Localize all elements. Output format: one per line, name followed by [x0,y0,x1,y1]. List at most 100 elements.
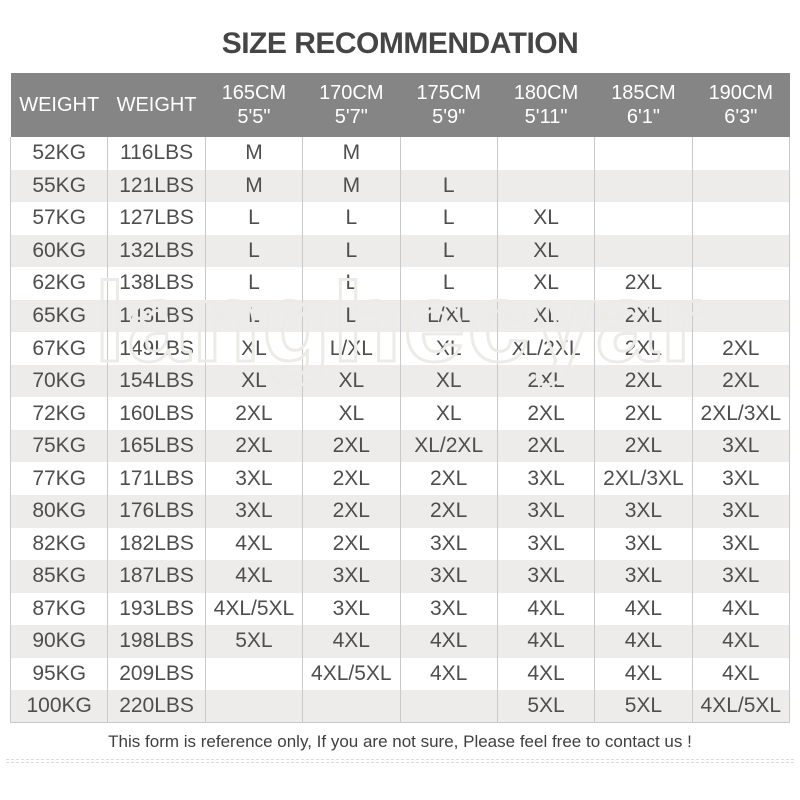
table-cell: L [204,234,303,268]
table-cell: 4XL [204,527,303,561]
table-cell: 182LBS [107,527,206,561]
table-cell [691,137,791,170]
table-cell: 2XL [691,332,791,365]
table-cell: 3XL [302,592,400,626]
table-cell: 132LBS [107,234,206,268]
table-cell: 2XL [302,429,400,463]
table-cell: 165LBS [107,429,206,463]
table-cell: 154LBS [107,364,206,398]
size-table: WEIGHT WEIGHT 165CM 5'5" 170CM 5'7" 175CM 5'9" 1… [9,73,791,724]
table-cell: 2XL [594,364,693,398]
table-cell: L [302,267,400,300]
table-cell: L/XL [302,332,400,365]
table-cell: M [302,169,400,203]
table-cell: 2XL [204,429,303,463]
table-cell [594,234,693,268]
column-header-label: 180CM [513,82,579,104]
table-cell: 3XL [691,462,791,496]
table-row: 75KG 165LBS 2XL 2XL XL/2XL 2XL 2XL 3XL [9,429,791,463]
table-cell: L [399,202,498,235]
table-row: 70KG 154LBS XL XL XL 2XL 2XL 2XL [9,364,791,398]
table-cell: 3XL [496,527,595,561]
table-cell: 2XL [594,267,693,300]
table-cell: 2XL [594,429,693,463]
table-cell: 57KG [9,202,108,235]
table-cell: 187LBS [107,560,206,593]
table-cell: XL [496,267,595,300]
column-header: 165CM 5'5" [205,73,303,137]
table-cell: XL [496,299,595,333]
table-cell: 171LBS [107,462,206,496]
column-header-sublabel: 5'11" [524,106,568,128]
column-header-label: 170CM [319,82,384,104]
table-cell: 3XL [691,429,791,463]
table-row: 60KG 132LBS L L L XL [9,234,791,268]
table-cell: 3XL [302,560,400,593]
table-cell: 4XL [691,657,791,691]
table-row: 55KG 121LBS M M L [9,169,791,203]
table-cell: XL/2XL [399,429,498,463]
table-cell [691,234,791,268]
table-cell: 2XL [594,299,693,333]
table-header-row: WEIGHT WEIGHT 165CM 5'5" 170CM 5'7" 175CM 5'9" 1… [10,73,790,137]
table-cell: 65KG [9,299,108,333]
table-cell: 121LBS [107,169,206,203]
table-cell [594,202,693,235]
table-row: 72KG 160LBS 2XL XL XL 2XL 2XL 2XL/3XL [9,397,791,430]
table-cell: 4XL [204,560,303,593]
table-cell: 3XL [496,462,595,496]
table-cell: 3XL [691,495,791,528]
table-row: 80KG 176LBS 3XL 2XL 2XL 3XL 3XL 3XL [9,495,791,528]
table-cell: L [399,169,498,203]
table-cell: 2XL [302,495,400,528]
table-cell: L [204,267,303,300]
table-cell: XL [496,234,595,268]
table-cell: 4XL [496,657,595,691]
table-cell [691,169,791,203]
column-header-label: 185CM [611,82,676,104]
table-cell [691,202,791,235]
table-cell: 4XL [691,625,791,658]
table-cell: 2XL [496,364,595,398]
table-row: 77KG 171LBS 3XL 2XL 2XL 3XL 2XL/3XL 3XL [9,462,791,496]
table-cell [302,690,400,724]
table-cell: 3XL [204,495,303,528]
dashed-divider [6,759,794,764]
table-cell: 4XL/5XL [302,657,400,691]
table-row: 65KG 143LBS L L L/XL XL 2XL [9,299,791,333]
table-cell: M [302,137,400,170]
table-cell: XL [399,332,498,365]
table-cell: L [399,267,498,300]
table-cell: 75KG [9,429,108,463]
table-cell: 3XL [691,560,791,593]
table-cell: 80KG [9,495,108,528]
table-cell: 2XL [594,332,693,365]
table-cell: 3XL [594,495,693,528]
table-cell: 5XL [496,690,595,724]
table-cell: 3XL [496,495,595,528]
table-cell: 3XL [594,560,693,593]
column-header: 185CM 6'1" [594,73,693,137]
table-cell: 2XL/3XL [594,462,693,496]
table-cell: L [302,202,400,235]
column-header-label: WEIGHT [19,94,100,116]
table-cell: 4XL/5XL [691,690,791,724]
table-cell: 198LBS [107,625,206,658]
table-cell [204,657,303,691]
table-cell: XL/2XL [496,332,595,365]
table-cell: 209LBS [107,657,206,691]
column-header-label: 175CM [416,82,481,104]
table-cell [594,137,693,170]
table-cell: 176LBS [107,495,206,528]
table-cell: XL [204,364,303,398]
table-cell: 3XL [496,560,595,593]
column-header-sublabel: 6'3" [724,106,758,128]
table-cell: L [204,202,303,235]
table-cell: 62KG [9,267,108,300]
table-cell [691,267,791,300]
table-row: 82KG 182LBS 4XL 2XL 3XL 3XL 3XL 3XL [9,527,791,561]
table-cell: XL [399,397,498,430]
table-cell: 2XL [302,527,400,561]
table-cell: M [204,137,303,170]
